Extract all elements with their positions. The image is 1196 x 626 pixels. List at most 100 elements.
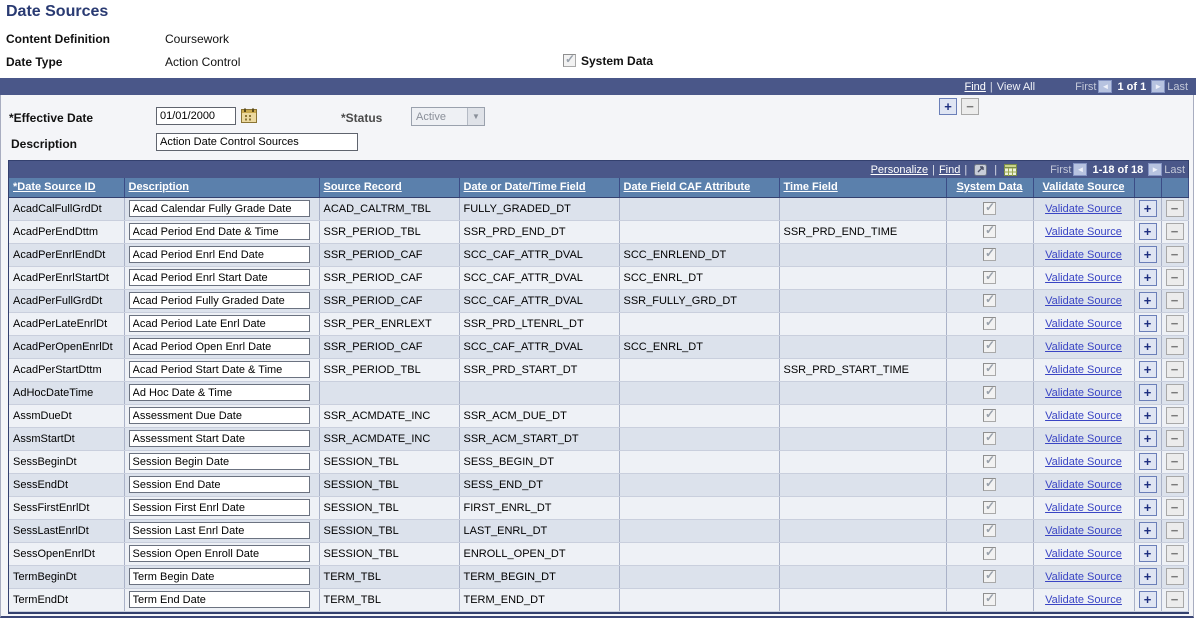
date-source-id-cell: AdHocDateTime [9,381,125,405]
description-input[interactable] [128,453,310,470]
add-row-button[interactable]: + [939,98,957,115]
delete-row-button[interactable]: − [1165,591,1184,608]
view-all-link[interactable]: View All [996,80,1036,93]
validate-source-link[interactable]: Validate Source [1045,501,1122,514]
delete-row-button[interactable]: − [1165,315,1184,332]
description-input[interactable] [128,522,310,539]
check-icon: ✓ [985,476,996,490]
validate-source-link[interactable]: Validate Source [1045,570,1122,583]
delete-row-cell: − [1161,496,1189,520]
delete-row-button[interactable]: − [1165,568,1184,585]
validate-source-link[interactable]: Validate Source [1045,524,1122,537]
delete-row-button[interactable]: − [1165,545,1184,562]
column-header-delete [1161,178,1189,198]
date-field-text: SCC_CAF_ATTR_DVAL [463,294,583,307]
system-data-cell: ✓ [946,312,1034,336]
description-input[interactable] [128,338,310,355]
add-row-button[interactable]: + [1138,315,1157,332]
delete-row-button[interactable]: − [1165,338,1184,355]
delete-row-button[interactable]: − [1165,269,1184,286]
add-row-button[interactable]: + [1138,476,1157,493]
validate-source-link[interactable]: Validate Source [1045,294,1122,307]
add-row-button[interactable]: + [1138,269,1157,286]
description-cell [124,289,320,313]
validate-source-link[interactable]: Validate Source [1045,225,1122,238]
description-input[interactable] [128,269,310,286]
delete-row-button[interactable]: − [1165,430,1184,447]
validate-source-link[interactable]: Validate Source [1045,248,1122,261]
delete-row-button[interactable]: − [1165,499,1184,516]
next-row-icon[interactable]: ► [1151,80,1166,93]
delete-row-button[interactable]: − [1165,407,1184,424]
effective-date-input[interactable] [156,107,236,125]
description-input[interactable] [156,133,358,151]
validate-source-link[interactable]: Validate Source [1045,386,1122,399]
validate-source-link[interactable]: Validate Source [1045,409,1122,422]
delete-row-button[interactable]: − [1165,384,1184,401]
add-row-button[interactable]: + [1138,522,1157,539]
validate-source-link[interactable]: Validate Source [1045,340,1122,353]
add-row-button[interactable]: + [1138,453,1157,470]
add-row-button[interactable]: + [1138,292,1157,309]
find-link[interactable]: Find [964,80,986,93]
delete-row-button[interactable]: − [1165,200,1184,217]
delete-row-button[interactable]: − [1165,522,1184,539]
description-input[interactable] [128,499,310,516]
description-input[interactable] [128,292,310,309]
description-input[interactable] [128,223,310,240]
validate-source-link[interactable]: Validate Source [1045,271,1122,284]
source-record-text: SESSION_TBL [323,547,399,560]
add-row-button[interactable]: + [1138,384,1157,401]
add-row-button[interactable]: + [1138,407,1157,424]
grid-previous-page-icon[interactable]: ◄ [1073,163,1088,176]
add-row-button[interactable]: + [1138,591,1157,608]
validate-source-link[interactable]: Validate Source [1045,317,1122,330]
personalize-link[interactable]: Personalize [870,163,929,176]
zoom-popup-icon[interactable] [974,163,988,176]
delete-row-button[interactable]: − [961,98,979,115]
add-row-button[interactable]: + [1138,338,1157,355]
description-input[interactable] [128,361,310,378]
add-row-button[interactable]: + [1138,200,1157,217]
description-input[interactable] [128,246,310,263]
description-input[interactable] [128,545,310,562]
add-row-button[interactable]: + [1138,246,1157,263]
delete-row-button[interactable]: − [1165,476,1184,493]
validate-source-link[interactable]: Validate Source [1045,547,1122,560]
description-cell [124,404,320,428]
description-input[interactable] [128,476,310,493]
validate-source-link[interactable]: Validate Source [1045,202,1122,215]
date-source-id-cell: SessBeginDt [9,450,125,474]
delete-row-button[interactable]: − [1165,361,1184,378]
description-input[interactable] [128,315,310,332]
description-input[interactable] [128,200,310,217]
add-row-button[interactable]: + [1138,568,1157,585]
delete-row-button[interactable]: − [1165,223,1184,240]
add-row-button[interactable]: + [1138,223,1157,240]
calendar-prompt-icon[interactable] [241,108,257,123]
validate-source-link[interactable]: Validate Source [1045,432,1122,445]
delete-row-button[interactable]: − [1165,246,1184,263]
description-input[interactable] [128,430,310,447]
download-to-excel-icon[interactable] [1004,163,1018,176]
add-row-button[interactable]: + [1138,430,1157,447]
description-input[interactable] [128,407,310,424]
validate-source-link[interactable]: Validate Source [1045,478,1122,491]
grid-next-page-icon[interactable]: ► [1148,163,1163,176]
validate-source-link[interactable]: Validate Source [1045,363,1122,376]
grid-find-link[interactable]: Find [938,163,961,176]
description-input[interactable] [128,384,310,401]
add-row-button[interactable]: + [1138,545,1157,562]
delete-row-button[interactable]: − [1165,453,1184,470]
date-field-text: SSR_PRD_LTENRL_DT [463,317,584,330]
delete-row-button[interactable]: − [1165,292,1184,309]
previous-row-icon[interactable]: ◄ [1098,80,1113,93]
grid-body: AcadCalFullGrdDt ACAD_CALTRM_TBL FULLY_G… [9,197,1189,612]
validate-source-link[interactable]: Validate Source [1045,455,1122,468]
description-input[interactable] [128,568,310,585]
validate-source-link[interactable]: Validate Source [1045,593,1122,606]
source-record-cell: TERM_TBL [319,588,460,612]
description-input[interactable] [128,591,310,608]
add-row-button[interactable]: + [1138,361,1157,378]
add-row-button[interactable]: + [1138,499,1157,516]
